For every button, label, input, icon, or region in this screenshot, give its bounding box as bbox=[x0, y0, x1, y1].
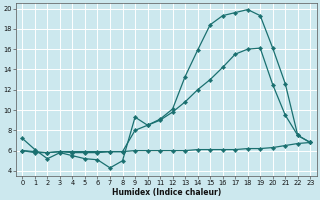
X-axis label: Humidex (Indice chaleur): Humidex (Indice chaleur) bbox=[112, 188, 221, 197]
